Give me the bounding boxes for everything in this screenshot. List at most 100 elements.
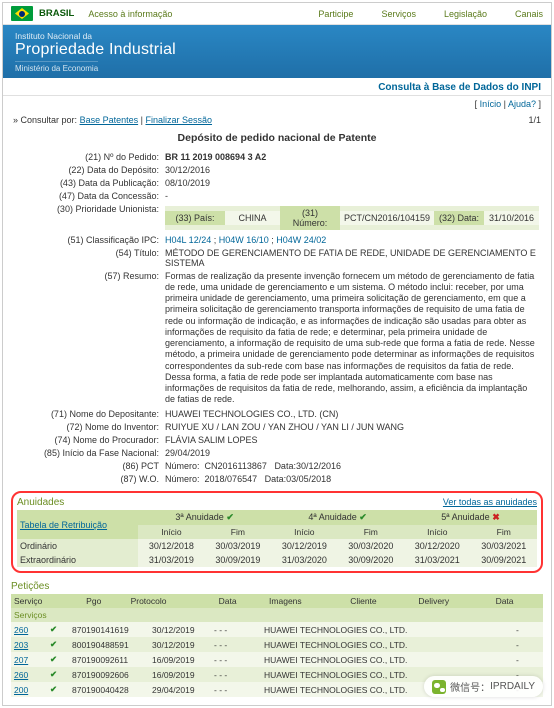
country-label: BRASIL: [39, 8, 74, 19]
protocolo: 800190488591: [69, 637, 149, 652]
pet-th: Pgo: [83, 594, 127, 608]
prio-num-label: (31) Número:: [280, 206, 340, 230]
access-info-link[interactable]: Acesso à informação: [88, 9, 172, 19]
wo-num-val: 2018/076547: [205, 474, 258, 484]
label-depositante: (71) Nome do Depositante:: [15, 409, 165, 419]
protocolo: 870190040428: [69, 682, 149, 697]
inicio-link[interactable]: Início: [480, 99, 502, 109]
annu-cell: 30/12/2018: [138, 539, 204, 553]
ipc-1[interactable]: H04L 12/24: [165, 235, 211, 245]
annu-cell: 30/12/2020: [404, 539, 470, 553]
brazil-flag-icon: [11, 6, 33, 21]
check-icon: ✔: [50, 624, 57, 634]
annu-cell: 30/09/2019: [205, 553, 271, 567]
ipc-3[interactable]: H04W 24/02: [276, 235, 326, 245]
header-ministry: Ministério da Economia: [15, 61, 98, 73]
wo-num-label: Número:: [165, 474, 200, 484]
header-title: Propriedade Industrial: [15, 41, 539, 59]
annu-cell: 30/09/2020: [338, 553, 404, 567]
prio-pais-label: (33) País:: [165, 211, 225, 225]
wo-data-label: Data:: [265, 474, 287, 484]
ver-todas-anuidades-link[interactable]: Ver todas as anuidades: [443, 497, 537, 508]
protocolo: 870190141619: [69, 622, 149, 637]
delivery: [473, 652, 513, 667]
header-line1: Instituto Nacional da: [15, 31, 539, 41]
petitions-header: Serviço Pgo Protocolo Data Imagens Clien…: [11, 594, 543, 608]
pet-th: Cliente: [347, 594, 415, 608]
finalizar-sessao-link[interactable]: Finalizar Sessão: [145, 115, 212, 125]
fields-block: (21) Nº do Pedido:BR 11 2019 008694 3 A2…: [3, 150, 551, 485]
base-patentes-link[interactable]: Base Patentes: [80, 115, 139, 125]
prioridade-row: (33) País: CHINA (31) Número: PCT/CN2016…: [165, 206, 539, 230]
servicos-subhead: Serviços: [11, 608, 543, 622]
label-procurador: (74) Nome do Procurador:: [15, 435, 165, 445]
table-row: 260✔87019014161930/12/2019- - -HUAWEI TE…: [11, 622, 543, 637]
tabela-retribuicao-link[interactable]: Tabela de Retribuição: [20, 520, 107, 530]
pct-data-label: Data:: [274, 461, 296, 471]
wo-data-val: 03/05/2018: [286, 474, 331, 484]
annu-cell: 31/03/2020: [271, 553, 337, 567]
cliente: HUAWEI TECHNOLOGIES CO., LTD.: [261, 652, 473, 667]
delivery: [473, 622, 513, 637]
label-inventor: (72) Nome do Inventor:: [15, 422, 165, 432]
annu-cell: 30/03/2021: [471, 539, 537, 553]
imagens: - - -: [211, 652, 261, 667]
imagens: - - -: [211, 637, 261, 652]
pet-th: Serviço: [11, 594, 83, 608]
data2: -: [513, 637, 543, 652]
label-prioridade: (30) Prioridade Unionista:: [15, 204, 165, 232]
gov-topbar: BRASIL Acesso à informação Participe Ser…: [3, 3, 551, 25]
value-fase-nacional: 29/04/2019: [165, 448, 539, 458]
ipc-2[interactable]: H04W 16/10: [219, 235, 269, 245]
check-icon: ✔: [50, 684, 57, 694]
pct-num-label: Número:: [165, 461, 200, 471]
annu-cell: 30/09/2021: [471, 553, 537, 567]
label-wo: (87) W.O.: [15, 474, 165, 484]
annuities-table: Tabela de Retribuição 3ª Anuidade ✔ 4ª A…: [17, 510, 537, 567]
pet-th: Imagens: [266, 594, 347, 608]
protocolo: 870190092611: [69, 652, 149, 667]
prio-num-val: PCT/CN2016/104159: [340, 211, 434, 225]
servico-link[interactable]: 260: [14, 625, 28, 635]
wechat-icon: [432, 680, 446, 694]
ajuda-link[interactable]: Ajuda?: [508, 99, 536, 109]
data2: -: [513, 652, 543, 667]
data2: -: [513, 622, 543, 637]
label-concessao: (47) Data da Concessão:: [15, 191, 165, 201]
cliente: HUAWEI TECHNOLOGIES CO., LTD.: [261, 637, 473, 652]
sub-fim-3: Fim: [471, 525, 537, 539]
servico-link[interactable]: 260: [14, 670, 28, 680]
topnav-legislacao[interactable]: Legislação: [444, 9, 487, 19]
topnav-participe[interactable]: Participe: [318, 9, 353, 19]
sub-inicio-3: Início: [404, 525, 470, 539]
pet-th: Data: [216, 594, 266, 608]
consult-sep: |: [141, 115, 143, 125]
annu-cell: 30/12/2019: [271, 539, 337, 553]
topnav-canais[interactable]: Canais: [515, 9, 543, 19]
annuities-box: Anuidades Ver todas as anuidades Tabela …: [11, 491, 543, 573]
annu-cell: 31/03/2021: [404, 553, 470, 567]
pet-th: Protocolo: [128, 594, 216, 608]
check-icon: ✔: [226, 512, 234, 522]
topbar-right-links: Participe Serviços Legislação Canais: [304, 9, 543, 19]
data: 16/09/2019: [149, 667, 211, 682]
pager: 1/1: [528, 115, 541, 125]
label-deposito: (22) Data do Depósito:: [15, 165, 165, 175]
value-depositante: HUAWEI TECHNOLOGIES CO., LTD. (CN): [165, 409, 539, 419]
label-pedido: (21) Nº do Pedido:: [15, 152, 165, 162]
table-row: 203✔80019048859130/12/2019- - -HUAWEI TE…: [11, 637, 543, 652]
site-header: Instituto Nacional da Propriedade Indust…: [3, 25, 551, 78]
annu-row-label: Extraordinário: [17, 553, 138, 567]
servico-link[interactable]: 207: [14, 655, 28, 665]
annu-col-5: 5ª Anuidade: [441, 512, 489, 522]
value-pedido: BR 11 2019 008694 3 A2: [165, 152, 266, 162]
sub-inicio-2: Início: [271, 525, 337, 539]
pct-data-val: 30/12/2016: [296, 461, 341, 471]
topnav-servicos[interactable]: Serviços: [381, 9, 416, 19]
value-inventor: RUIYUE XU / LAN ZOU / YAN ZHOU / YAN LI …: [165, 422, 539, 432]
servico-link[interactable]: 200: [14, 685, 28, 695]
data: 30/12/2019: [149, 637, 211, 652]
sub-inicio-1: Início: [138, 525, 204, 539]
pet-th: Delivery: [415, 594, 492, 608]
servico-link[interactable]: 203: [14, 640, 28, 650]
